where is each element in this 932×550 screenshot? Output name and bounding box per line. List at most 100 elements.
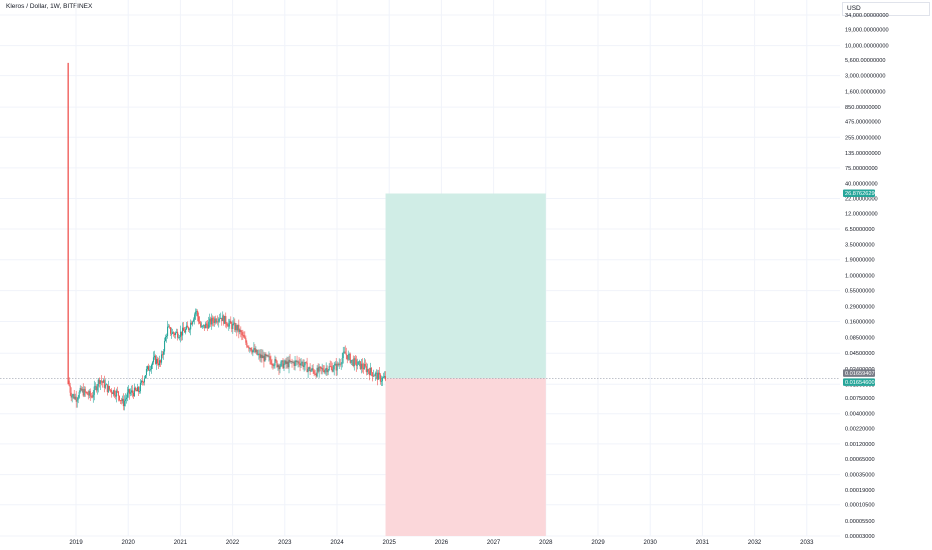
candle bbox=[196, 308, 198, 317]
candle bbox=[149, 365, 152, 372]
price-axis-label: 0.55000000 bbox=[845, 289, 875, 295]
price-axis-label: 0.00120000 bbox=[845, 442, 875, 448]
candle bbox=[159, 359, 162, 368]
candle bbox=[273, 363, 275, 369]
candle bbox=[214, 316, 216, 327]
candle bbox=[334, 361, 336, 366]
candle bbox=[180, 325, 182, 343]
price-axis[interactable]: 34,000.00000000 19,000.00000000 10,000.000… bbox=[845, 13, 889, 540]
candle bbox=[133, 383, 135, 398]
candle bbox=[218, 317, 220, 328]
candle bbox=[97, 378, 99, 393]
candle bbox=[148, 365, 151, 376]
candle bbox=[187, 321, 189, 328]
time-axis-label: 2024 bbox=[330, 540, 344, 546]
time-axis-label: 2023 bbox=[278, 540, 292, 546]
candle bbox=[137, 385, 139, 396]
candle bbox=[84, 386, 86, 397]
price-axis-label: 5,600.00000000 bbox=[845, 58, 885, 64]
candle bbox=[96, 384, 98, 395]
candle bbox=[274, 355, 276, 369]
candle bbox=[122, 393, 124, 411]
candle bbox=[268, 351, 270, 362]
candle bbox=[383, 371, 385, 379]
time-axis-label: 2028 bbox=[539, 540, 553, 546]
candle bbox=[132, 390, 134, 399]
candle bbox=[105, 383, 107, 386]
candle bbox=[346, 355, 348, 364]
candle bbox=[304, 362, 306, 371]
candle bbox=[183, 321, 185, 331]
candle bbox=[143, 375, 146, 386]
candle bbox=[186, 322, 188, 331]
candle bbox=[290, 360, 292, 364]
candle bbox=[349, 352, 351, 364]
candle bbox=[152, 351, 155, 365]
candle bbox=[384, 371, 386, 382]
candle bbox=[100, 375, 102, 386]
candle bbox=[80, 385, 82, 392]
price-tag: 26.87626290 bbox=[843, 189, 878, 197]
time-axis[interactable]: 2019 2020 2021 2022 2023 2024 2025 2026 2027 2028… bbox=[69, 540, 814, 546]
price-tag-label: 26.87626290 bbox=[845, 191, 878, 197]
candle bbox=[107, 380, 109, 394]
candles bbox=[67, 62, 386, 411]
candle bbox=[292, 360, 294, 364]
currency-selector[interactable]: USD bbox=[842, 2, 930, 16]
candle bbox=[128, 388, 130, 400]
candle bbox=[359, 361, 361, 371]
candle bbox=[75, 390, 77, 408]
candle bbox=[300, 358, 302, 368]
candle bbox=[161, 350, 164, 359]
price-axis-label: 10,000.00000000 bbox=[845, 44, 889, 50]
price-tag-label: 0.01654600 bbox=[845, 380, 875, 386]
profit-zone[interactable] bbox=[385, 193, 546, 379]
candle bbox=[193, 317, 195, 323]
candle bbox=[92, 390, 94, 403]
candle bbox=[91, 391, 93, 399]
candle bbox=[320, 366, 322, 375]
price-axis-label: 0.00019000 bbox=[845, 488, 875, 494]
candle bbox=[309, 363, 311, 375]
candle bbox=[287, 356, 289, 369]
candle bbox=[307, 367, 309, 379]
candle bbox=[213, 316, 215, 327]
candle bbox=[272, 362, 274, 370]
candle bbox=[225, 312, 227, 328]
candle bbox=[296, 355, 298, 365]
candle bbox=[226, 322, 228, 329]
candle bbox=[74, 393, 76, 400]
candle bbox=[217, 315, 219, 326]
candle bbox=[88, 389, 90, 399]
candle bbox=[146, 365, 149, 372]
candle bbox=[313, 369, 315, 377]
candle bbox=[299, 358, 301, 372]
candle bbox=[200, 320, 202, 329]
candle bbox=[188, 326, 190, 333]
candle bbox=[142, 380, 145, 386]
candle bbox=[270, 355, 272, 366]
candle bbox=[117, 390, 119, 402]
price-tags: 26.87626290 0.01659407 0.01654600 bbox=[843, 189, 878, 386]
price-axis-label: 850.00000000 bbox=[845, 105, 881, 111]
candle bbox=[206, 320, 208, 329]
time-axis-label: 2033 bbox=[800, 540, 814, 546]
candle bbox=[266, 354, 268, 358]
loss-zone[interactable] bbox=[385, 378, 546, 536]
price-axis-label: 22.00000000 bbox=[845, 197, 878, 203]
candle bbox=[341, 352, 343, 368]
candle bbox=[336, 361, 338, 376]
position-zones bbox=[0, 193, 840, 536]
candle bbox=[106, 384, 108, 396]
candle bbox=[73, 389, 75, 400]
candle bbox=[136, 383, 138, 392]
candle bbox=[291, 358, 293, 368]
candle bbox=[204, 324, 206, 332]
candle bbox=[288, 355, 290, 374]
candle bbox=[229, 318, 231, 329]
time-axis-label: 2025 bbox=[383, 540, 397, 546]
candle bbox=[374, 371, 376, 381]
candle bbox=[281, 360, 283, 367]
candle bbox=[222, 311, 224, 322]
